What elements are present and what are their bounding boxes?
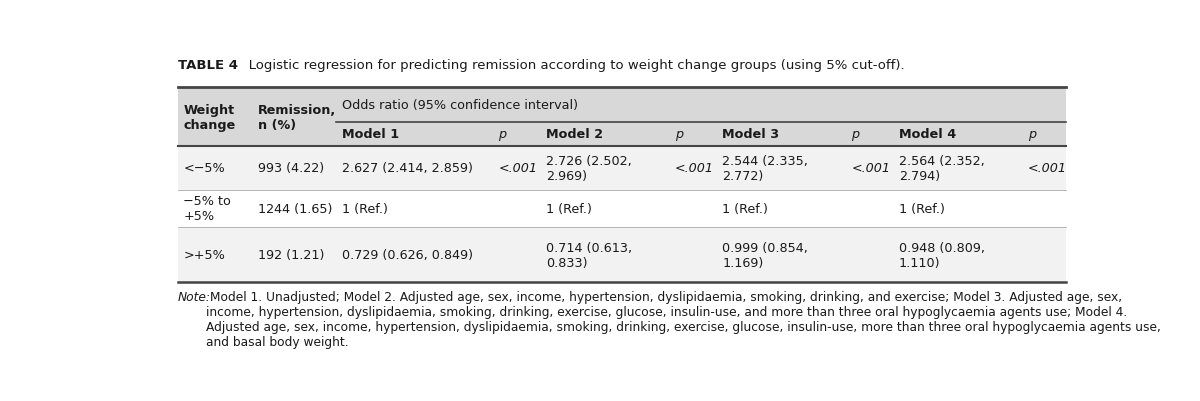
Text: p: p [852, 128, 859, 141]
Text: 2.564 (2.352,
2.794): 2.564 (2.352, 2.794) [899, 154, 984, 182]
Text: −5% to
+5%: −5% to +5% [184, 195, 232, 223]
Text: Model 1: Model 1 [342, 128, 398, 141]
Text: 2.627 (2.414, 2.859): 2.627 (2.414, 2.859) [342, 162, 473, 175]
Text: 1 (Ref.): 1 (Ref.) [546, 202, 592, 215]
Text: <−5%: <−5% [184, 162, 226, 175]
Text: Note:: Note: [178, 290, 211, 304]
Bar [178, 227, 1066, 283]
Text: <.001: <.001 [498, 162, 538, 175]
Text: Logistic regression for predicting remission according to weight change groups (: Logistic regression for predicting remis… [236, 59, 905, 72]
Text: Model 3: Model 3 [722, 128, 779, 141]
Text: Weight
change: Weight change [184, 103, 235, 132]
Text: 2.544 (2.335,
2.772): 2.544 (2.335, 2.772) [722, 154, 808, 182]
Text: Remission,
n (%): Remission, n (%) [258, 103, 336, 132]
Text: Odds ratio (95% confidence interval): Odds ratio (95% confidence interval) [342, 99, 578, 112]
Text: TABLE 4: TABLE 4 [178, 59, 238, 72]
Bar [178, 147, 1066, 190]
Text: 1 (Ref.): 1 (Ref.) [899, 202, 944, 215]
Text: p: p [498, 128, 506, 141]
Text: <.001: <.001 [852, 162, 890, 175]
Text: Model 4: Model 4 [899, 128, 956, 141]
Text: >+5%: >+5% [184, 249, 226, 261]
Text: Model 1. Unadjusted; Model 2. Adjusted age, sex, income, hypertension, dyslipida: Model 1. Unadjusted; Model 2. Adjusted a… [206, 290, 1160, 348]
Text: 0.729 (0.626, 0.849): 0.729 (0.626, 0.849) [342, 249, 473, 261]
Bar [178, 190, 1066, 227]
Text: 0.999 (0.854,
1.169): 0.999 (0.854, 1.169) [722, 241, 808, 269]
Text: 0.948 (0.809,
1.110): 0.948 (0.809, 1.110) [899, 241, 985, 269]
Text: 1 (Ref.): 1 (Ref.) [342, 202, 388, 215]
Text: 192 (1.21): 192 (1.21) [258, 249, 324, 261]
Text: 1 (Ref.): 1 (Ref.) [722, 202, 768, 215]
Text: 0.714 (0.613,
0.833): 0.714 (0.613, 0.833) [546, 241, 631, 269]
Text: 2.726 (2.502,
2.969): 2.726 (2.502, 2.969) [546, 154, 631, 182]
Text: p: p [1028, 128, 1036, 141]
Text: 1244 (1.65): 1244 (1.65) [258, 202, 332, 215]
Text: 993 (4.22): 993 (4.22) [258, 162, 324, 175]
Bar [178, 88, 1066, 147]
Text: p: p [674, 128, 683, 141]
Text: <.001: <.001 [1028, 162, 1067, 175]
Text: <.001: <.001 [674, 162, 714, 175]
Text: Model 2: Model 2 [546, 128, 602, 141]
